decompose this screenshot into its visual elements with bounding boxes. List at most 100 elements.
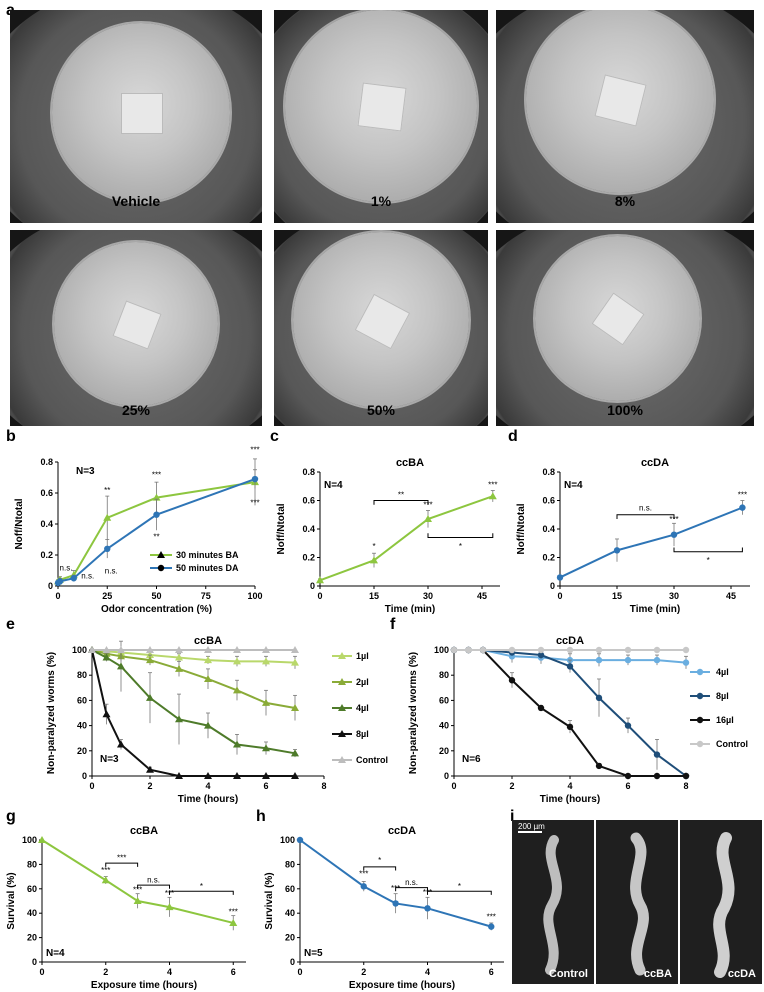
- significance-bracket: [427, 533, 494, 539]
- x-tick-label: 6: [489, 967, 494, 977]
- y-tick-label: 0.4: [40, 519, 53, 529]
- annotation: n.s.: [639, 503, 652, 512]
- y-axis-label: Non-paralyzed worms (%): [46, 652, 57, 774]
- annotation: ***: [165, 889, 174, 898]
- micro-ccda: ccDA: [680, 820, 762, 984]
- data-point: [450, 646, 458, 654]
- series-line: [41, 839, 234, 924]
- data-point: [291, 703, 299, 711]
- data-point: [101, 876, 110, 884]
- worm-image-ccba: [630, 832, 649, 976]
- data-point: [682, 646, 690, 654]
- n-label: N=6: [462, 754, 481, 765]
- data-point: [117, 646, 125, 653]
- micro-ccba: ccBA: [596, 820, 678, 984]
- data-point: [146, 656, 154, 664]
- data-point: [233, 657, 241, 665]
- annotation: n.s.: [60, 564, 73, 573]
- y-tick-label: 20: [27, 933, 37, 943]
- panel-letter-b: b: [6, 428, 16, 445]
- plate-5: 100%: [496, 230, 754, 426]
- y-tick-label: 40: [285, 908, 295, 918]
- x-axis-label: Exposure time (hours): [91, 980, 197, 991]
- data-point: [117, 740, 125, 748]
- chart-title: ccDA: [556, 635, 584, 647]
- panel-letter-c: c: [270, 428, 279, 445]
- chart-f: 0 20 40 60 80 100 0 2 4 6 8 Time (hours) Non-paralyz…: [408, 635, 748, 805]
- x-axis-label: Time (hours): [540, 794, 600, 805]
- data-point: [175, 664, 183, 672]
- legend-label: 4µl: [716, 667, 729, 677]
- panel-letter-g: g: [6, 808, 16, 825]
- y-tick-label: 60: [439, 695, 449, 705]
- data-point: [146, 765, 154, 773]
- legend-label: 2µl: [356, 677, 369, 687]
- y-tick-label: 0.8: [302, 467, 315, 477]
- x-axis-label: Time (min): [385, 604, 435, 615]
- data-point: [175, 653, 183, 661]
- data-point: [251, 475, 259, 483]
- significance-bracket: [673, 547, 743, 553]
- y-tick-label: 20: [285, 933, 295, 943]
- n-label: N=3: [100, 754, 119, 765]
- data-point: [370, 556, 378, 564]
- x-tick-label: 2: [103, 967, 108, 977]
- data-point: [175, 715, 183, 723]
- plate-label: 1%: [370, 193, 392, 209]
- x-axis-label: Time (hours): [178, 794, 238, 805]
- data-point: [291, 749, 299, 757]
- data-point: [653, 656, 661, 664]
- y-tick-label: 0.6: [40, 488, 53, 498]
- legend-marker: [157, 564, 165, 572]
- x-tick-label: 100: [247, 591, 262, 601]
- x-tick-label: 0: [55, 591, 60, 601]
- x-tick-label: 0: [557, 591, 562, 601]
- data-point: [291, 646, 299, 653]
- scale-bar-label: 200 µm: [518, 822, 545, 831]
- data-point: [229, 918, 238, 926]
- data-point: [204, 674, 212, 682]
- x-tick-label: 45: [477, 591, 487, 601]
- chart-h: 0 20 40 60 80 100 0 2 4 6 Exposure time (hours) Sur…: [264, 825, 504, 991]
- annotation: ***: [101, 866, 110, 875]
- data-point: [204, 646, 212, 653]
- data-point: [479, 646, 487, 654]
- plate-0: Vehicle: [10, 10, 262, 223]
- y-tick-label: 0.2: [40, 550, 53, 560]
- plate-label: 25%: [121, 402, 151, 418]
- y-tick-label: 100: [434, 645, 449, 655]
- legend-label: 1µl: [356, 651, 369, 661]
- data-point: [102, 653, 111, 661]
- annotation: ***: [250, 498, 259, 507]
- chart-title: ccDA: [388, 825, 416, 837]
- y-tick-label: 0.2: [302, 553, 315, 563]
- legend-label: Control: [716, 739, 748, 749]
- n-label: N=3: [76, 466, 95, 477]
- significance-bracket: [363, 866, 397, 871]
- data-point: [102, 710, 111, 718]
- n-label: N=4: [564, 480, 583, 491]
- y-tick-label: 80: [439, 670, 449, 680]
- y-tick-label: 100: [72, 645, 87, 655]
- data-point: [670, 531, 678, 538]
- plate-label: Vehicle: [111, 193, 161, 209]
- data-point: [556, 574, 564, 581]
- y-tick-label: 0.8: [542, 467, 555, 477]
- panel-letter-i: i: [510, 808, 515, 825]
- plate-label: 50%: [366, 402, 396, 418]
- data-point: [70, 575, 77, 582]
- y-tick-label: 60: [77, 695, 87, 705]
- y-tick-label: 40: [27, 908, 37, 918]
- significance-bracket: [427, 890, 492, 895]
- panel-letter-e: e: [6, 616, 15, 633]
- annotation: ***: [669, 515, 678, 524]
- x-tick-label: 6: [625, 781, 630, 791]
- data-point: [146, 651, 154, 659]
- y-tick-label: 0.8: [40, 457, 53, 467]
- x-tick-label: 0: [297, 967, 302, 977]
- annotation: *: [707, 556, 710, 565]
- y-tick-label: 60: [27, 884, 37, 894]
- series-line: [559, 506, 743, 579]
- panel-letter-d: d: [508, 428, 518, 445]
- legend-label: 4µl: [356, 703, 369, 713]
